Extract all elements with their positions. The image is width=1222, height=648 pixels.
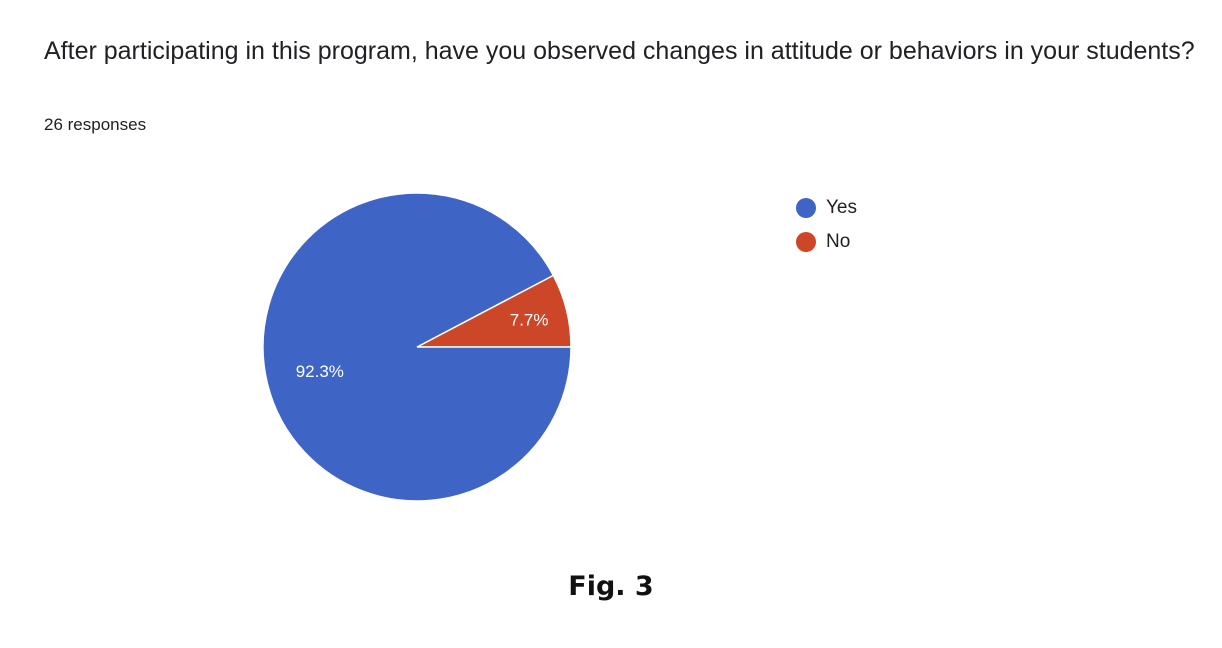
legend-label-yes: Yes bbox=[826, 197, 857, 218]
pie-label-yes: 92.3% bbox=[296, 362, 344, 381]
legend-item-yes[interactable]: Yes bbox=[796, 191, 857, 225]
pie-label-no: 7.7% bbox=[510, 310, 549, 329]
figure-caption: Fig. 3 bbox=[568, 571, 654, 602]
chart-title: After participating in this program, hav… bbox=[44, 37, 1195, 65]
legend-label-no: No bbox=[826, 231, 851, 252]
legend: Yes No bbox=[796, 191, 857, 259]
response-count: 26 responses bbox=[44, 115, 147, 134]
legend-swatch-yes bbox=[796, 198, 816, 218]
legend-item-no[interactable]: No bbox=[796, 225, 857, 259]
legend-swatch-no bbox=[796, 232, 816, 252]
pie-slice-yes[interactable] bbox=[262, 192, 572, 502]
